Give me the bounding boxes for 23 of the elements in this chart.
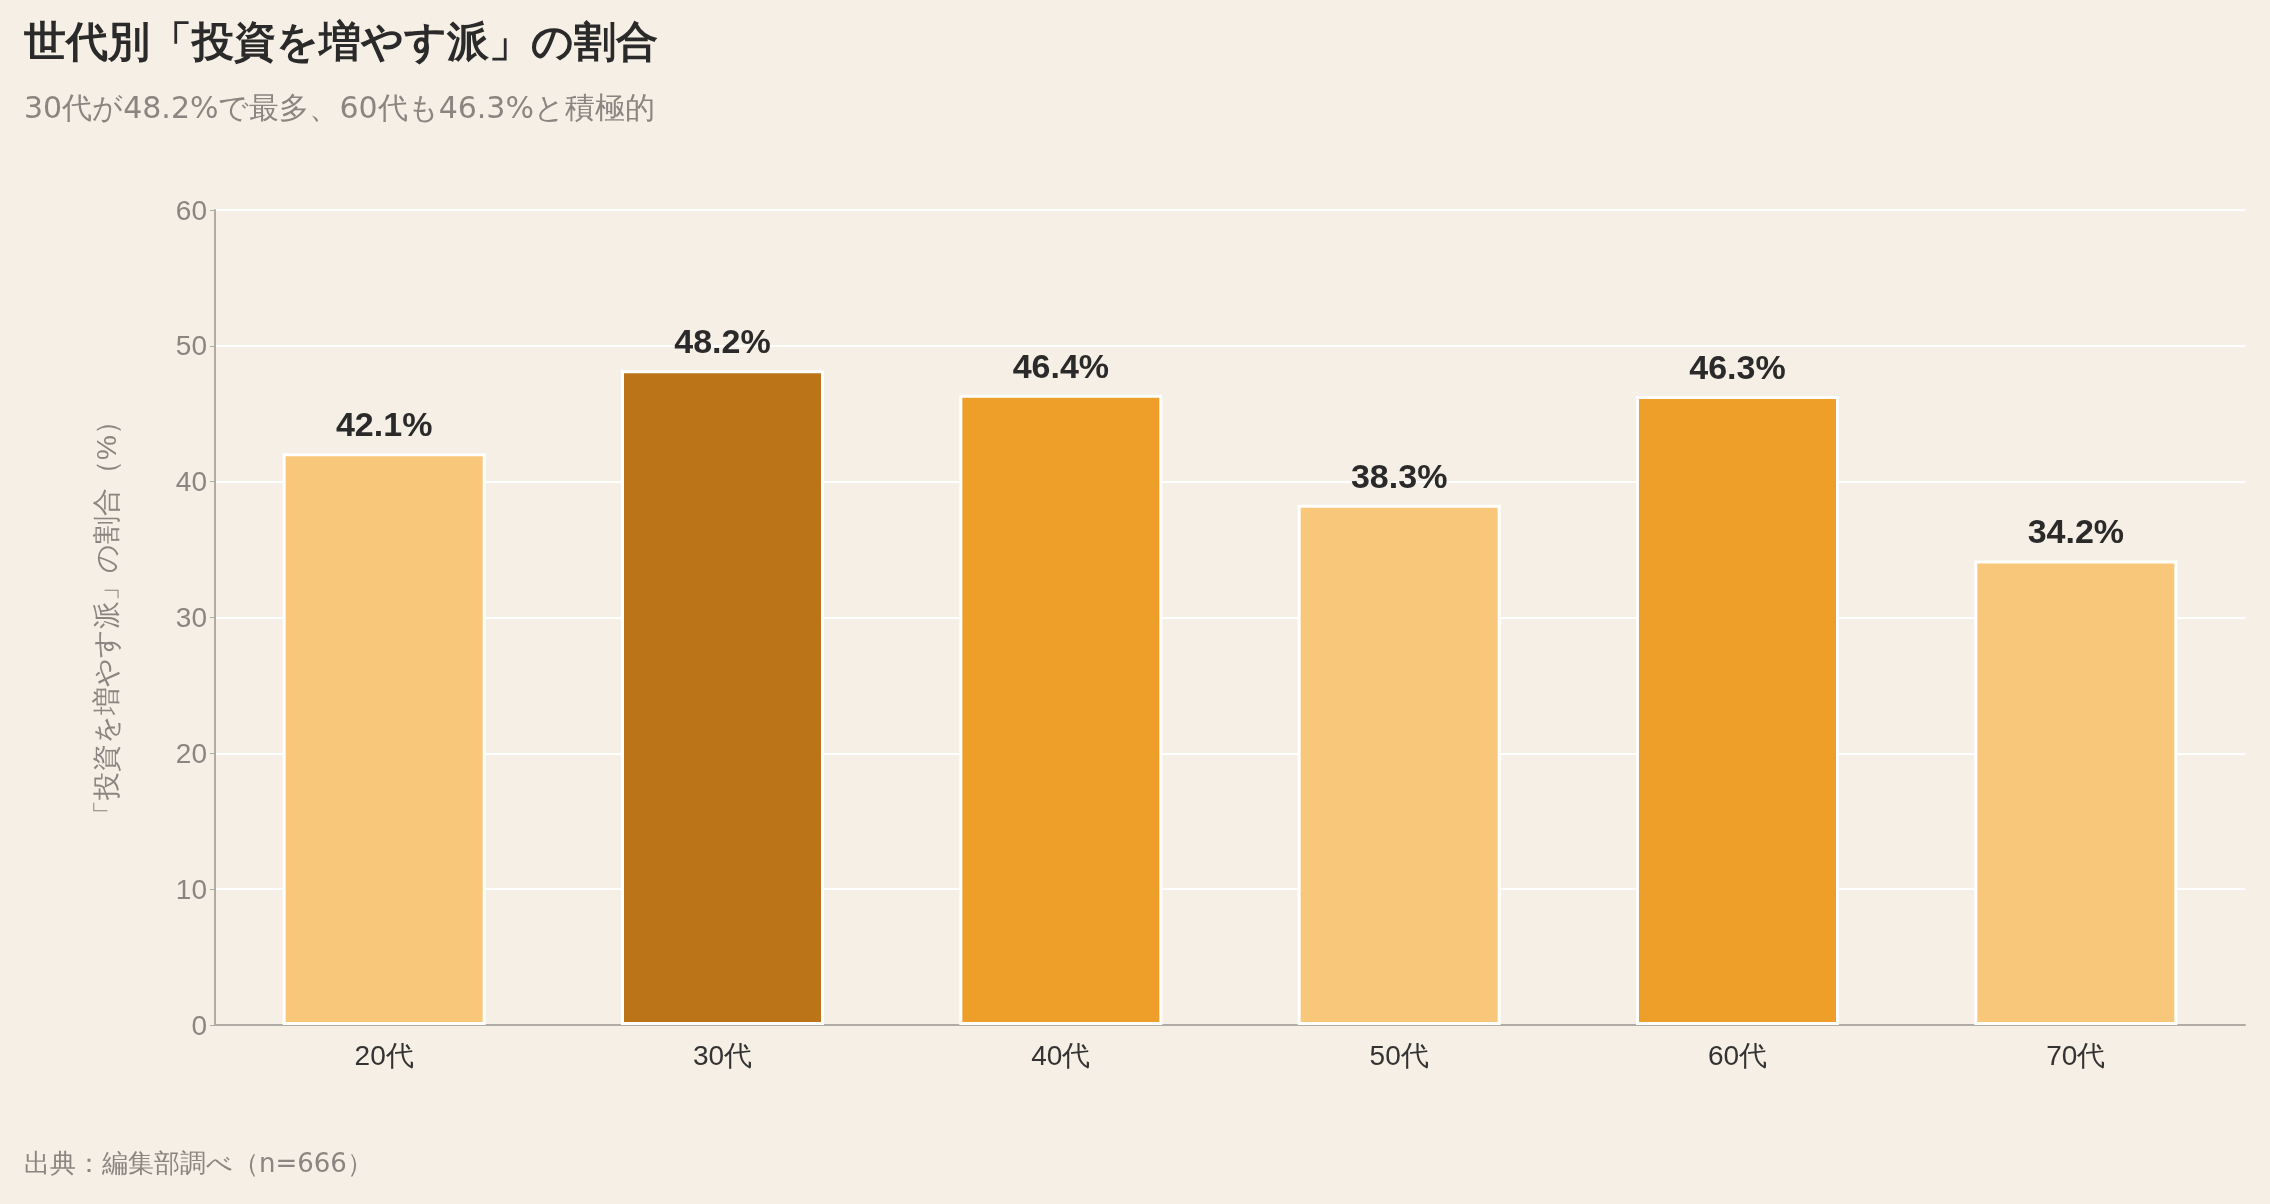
y-tick-label: 0 <box>191 1009 207 1041</box>
chart-title: 世代別「投資を増やす派」の割合 <box>24 16 658 68</box>
data-label: 34.2% <box>2027 512 2125 551</box>
source-note: 出典：編集部調べ（n=666） <box>24 1147 373 1180</box>
y-tick-label: 50 <box>175 330 207 362</box>
data-label: 48.2% <box>674 322 771 361</box>
x-tick-label: 60代 <box>1707 1039 1768 1071</box>
y-tick-label: 60 <box>175 194 207 226</box>
x-tick-label: 70代 <box>2046 1039 2106 1071</box>
x-tick-label: 40代 <box>1031 1039 1091 1071</box>
chart-subtitle: 30代が48.2%で最多、60代も46.3%と積極的 <box>24 89 655 127</box>
y-tick-label: 10 <box>175 873 207 905</box>
data-label: 38.3% <box>1350 456 1448 495</box>
y-axis-title: 「投資を増やす派」の割合（%） <box>90 407 122 828</box>
data-label: 46.3% <box>1689 348 1786 387</box>
data-label: 42.1% <box>335 405 433 444</box>
x-tick-label: 50代 <box>1369 1039 1429 1071</box>
x-tick-label: 20代 <box>354 1039 414 1071</box>
y-tick-label: 30 <box>175 602 207 633</box>
y-tick-label: 40 <box>175 466 207 498</box>
x-tick-label: 30代 <box>692 1039 753 1071</box>
data-label: 46.4% <box>1012 346 1110 385</box>
y-tick-label: 20 <box>175 737 207 769</box>
